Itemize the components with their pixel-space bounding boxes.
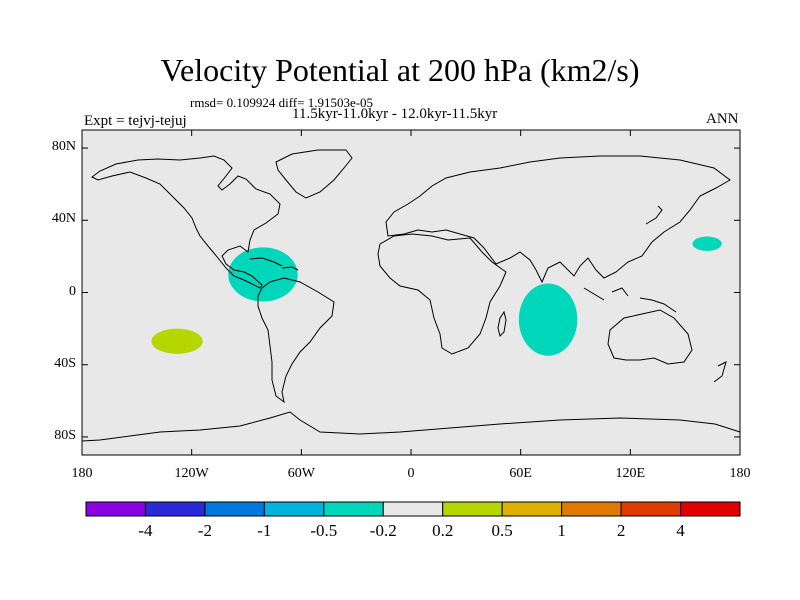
colorbar-label: -0.2: [369, 521, 397, 540]
map-ticks: [81, 130, 741, 455]
lon-tick-label: 180: [729, 466, 751, 481]
colorbar-swatch: [561, 501, 622, 517]
lon-tick-label: 120E: [615, 466, 646, 481]
colorbar-swatch: [442, 501, 503, 517]
lat-tick-label: 80N: [51, 139, 76, 155]
south-america-coastline: [257, 277, 335, 404]
lon-tick-label: 60W: [287, 466, 315, 481]
colorbar-swatch: [263, 501, 325, 517]
colorbar-swatch: [680, 501, 741, 517]
colorbar: [85, 501, 741, 517]
map-background: [82, 130, 740, 455]
lat-tick-label: 80S: [54, 427, 76, 443]
colorbar-label: -4: [138, 521, 153, 540]
experiment-label: Expt = tejvj-tejuj: [84, 113, 187, 129]
north-america-coastline: [91, 155, 281, 289]
hispaniola-coastline: [281, 266, 299, 271]
colorbar-swatch: [204, 501, 265, 517]
indian-ocean-negative-anomaly: [518, 283, 578, 356]
colorbar-label: -2: [197, 521, 212, 540]
colorbar-label: -1: [257, 521, 272, 540]
stats-line: rmsd= 0.109924 diff= 1.91503e-05: [190, 95, 374, 110]
australia-coastline: [607, 309, 693, 365]
lat-tick-label: 40S: [54, 355, 76, 371]
colorbar-label: 0.2: [432, 521, 454, 540]
indonesia-coastline: [583, 287, 677, 313]
colorbar-swatch: [501, 501, 563, 517]
lon-tick-label: 0: [407, 466, 415, 481]
lon-tick-label: 180: [71, 466, 93, 481]
coastlines: [81, 149, 741, 442]
colorbar-label: 4: [676, 521, 685, 540]
japan-coastline: [645, 205, 663, 225]
colorbar-swatch: [323, 501, 384, 517]
colorbar-swatch: [620, 501, 682, 517]
lon-tick-label: 60E: [509, 466, 532, 481]
period-line: 11.5kyr-11.0kyr - 12.0kyr-11.5kyr: [292, 106, 498, 122]
colorbar-label: 1: [557, 521, 566, 540]
africa-coastline: [377, 233, 507, 355]
lon-tick-label: 120W: [174, 466, 209, 481]
lat-tick-label: 0: [69, 283, 76, 299]
eurasia-coastline: [385, 155, 731, 284]
colorbar-swatch: [382, 501, 444, 517]
season-label: ANN: [706, 111, 739, 127]
greenland-coastline: [275, 149, 353, 199]
lat-tick-label: 40N: [51, 211, 76, 227]
cuba-coastline: [249, 257, 283, 267]
caribbean-negative-anomaly: [228, 247, 298, 302]
south-pacific-positive-anomaly: [151, 328, 203, 354]
map-title: Velocity Potential at 200 hPa (km2/s): [160, 52, 640, 88]
colorbar-swatch: [85, 501, 146, 517]
colorbar-label: 2: [616, 521, 626, 540]
colorbar-label: -0.5: [310, 521, 338, 540]
north-pacific-negative-anomaly: [692, 236, 722, 251]
colorbar-swatch: [144, 501, 206, 517]
anomaly-layer: [151, 236, 722, 356]
new-zealand-coastline: [713, 361, 727, 383]
antarctica-coastline: [81, 411, 741, 442]
colorbar-label: 0.5: [491, 521, 513, 540]
madagascar-coastline: [497, 310, 507, 337]
